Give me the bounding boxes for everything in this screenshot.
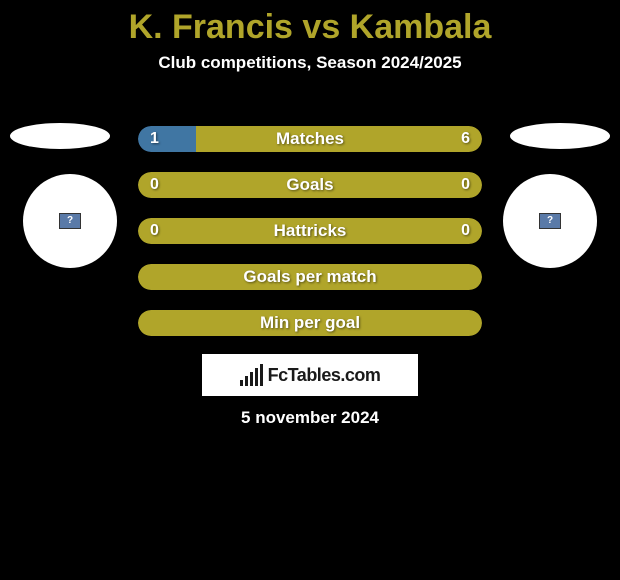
brand-logo: FcTables.com xyxy=(240,364,381,386)
stat-bar-label: Hattricks xyxy=(138,218,482,244)
team-right-placeholder-icon xyxy=(539,213,561,229)
brand-box: FcTables.com xyxy=(202,354,418,396)
stat-bar-row: Min per goal xyxy=(138,310,482,336)
stat-bar-value-left: 1 xyxy=(150,126,159,152)
stat-bar-label: Min per goal xyxy=(138,310,482,336)
team-left-placeholder-icon xyxy=(59,213,81,229)
team-right-logo-circle xyxy=(503,174,597,268)
stat-bar-row: Matches1 6 xyxy=(138,126,482,152)
brand-text: FcTables.com xyxy=(268,365,381,386)
player-right-avatar-placeholder xyxy=(510,123,610,149)
page-title: K. Francis vs Kambala xyxy=(0,0,620,47)
stat-bar-value-right: 0 xyxy=(461,172,470,198)
stat-bar-label: Goals xyxy=(138,172,482,198)
player-left-avatar-placeholder xyxy=(10,123,110,149)
stat-bar-row: Hattricks0 0 xyxy=(138,218,482,244)
page-subtitle: Club competitions, Season 2024/2025 xyxy=(0,53,620,73)
stats-bar-group: Matches16Goals00Hattricks00Goals per mat… xyxy=(138,126,482,356)
date-line: 5 november 2024 xyxy=(0,408,620,428)
stat-bar-row: Goals0 0 xyxy=(138,172,482,198)
stat-bar-value-left: 0 xyxy=(150,218,159,244)
team-left-logo-circle xyxy=(23,174,117,268)
brand-bars-icon xyxy=(240,364,263,386)
stat-bar-row: Goals per match xyxy=(138,264,482,290)
stat-bar-value-left: 0 xyxy=(150,172,159,198)
stat-bar-label: Matches xyxy=(138,126,482,152)
stat-bar-label: Goals per match xyxy=(138,264,482,290)
stat-bar-value-right: 0 xyxy=(461,218,470,244)
stat-bar-value-right: 6 xyxy=(461,126,470,152)
